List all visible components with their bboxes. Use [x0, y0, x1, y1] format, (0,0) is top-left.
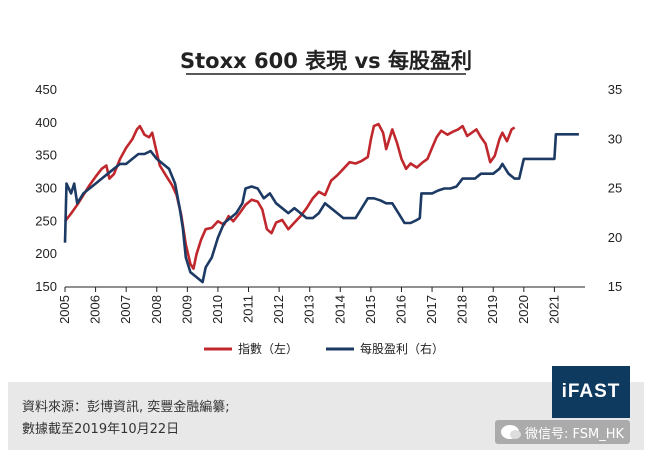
y-left-tick-label: 200 [35, 246, 57, 261]
axes: 2005 2006 2007 2008 2009 2010 2011 2012 2013 2014… [35, 82, 622, 324]
y-right-tick-label: 15 [608, 279, 622, 294]
x-tick-label: 2018 [455, 295, 470, 324]
y-right-tick-label: 25 [608, 181, 622, 196]
ifast-logo: iFAST [552, 366, 630, 418]
wechat-icon [500, 425, 521, 439]
x-tick-label: 2019 [485, 295, 500, 324]
x-tick-label: 2021 [546, 295, 561, 324]
line-chart: Stoxx 600 表現 vs 每股盈利 2005 2006 2007 2008 200… [35, 49, 622, 356]
y-left-tick-label: 350 [35, 148, 57, 163]
x-tick-label: 2014 [332, 295, 347, 324]
y-left-tick-label: 150 [35, 279, 57, 294]
x-tick-label: 2016 [393, 295, 408, 324]
x-tick-label: 2007 [118, 295, 133, 324]
legend-eps-label: 每股盈利（右） [360, 341, 444, 356]
series-index-line [63, 122, 516, 270]
x-tick-label: 2005 [57, 295, 72, 324]
y-right-tick-label: 20 [608, 230, 622, 245]
x-tick-label: 2006 [88, 295, 103, 324]
y-left-tick-label: 400 [35, 115, 57, 130]
x-tick-label: 2010 [210, 295, 225, 324]
x-tick-label: 2011 [241, 295, 256, 323]
series-layer [63, 122, 579, 284]
y-left-tick-label: 450 [35, 82, 57, 97]
source-note: 資料來源：彭博資訊, 奕豐金融編纂; [22, 400, 230, 415]
chart-title: Stoxx 600 表現 vs 每股盈利 [180, 49, 472, 73]
y-right-tick-label: 35 [608, 82, 622, 97]
y-left-tick-label: 300 [35, 181, 57, 196]
legend: 指數（左） 每股盈利（右） [204, 341, 444, 356]
y-right-tick-label: 30 [608, 131, 622, 146]
x-tick-label: 2009 [179, 295, 194, 324]
x-tick-label: 2015 [363, 295, 378, 324]
data-date-note: 數據截至2019年10月22日 [22, 422, 180, 437]
wechat-watermark: 微信号: FSM_HK [494, 420, 630, 444]
legend-index-label: 指數（左） [238, 341, 298, 356]
x-tick-label: 2013 [302, 295, 317, 324]
chart-frame: Stoxx 600 表現 vs 每股盈利 2005 2006 2007 2008 200… [8, 8, 644, 450]
x-tick-label: 2008 [149, 295, 164, 324]
watermark-text: 微信号: FSM_HK [524, 426, 624, 442]
x-tick-label: 2012 [271, 295, 286, 324]
series-eps-line [63, 133, 579, 284]
y-left-tick-label: 250 [35, 213, 57, 228]
x-tick-label: 2017 [424, 295, 439, 324]
x-tick-label: 2020 [516, 295, 531, 324]
